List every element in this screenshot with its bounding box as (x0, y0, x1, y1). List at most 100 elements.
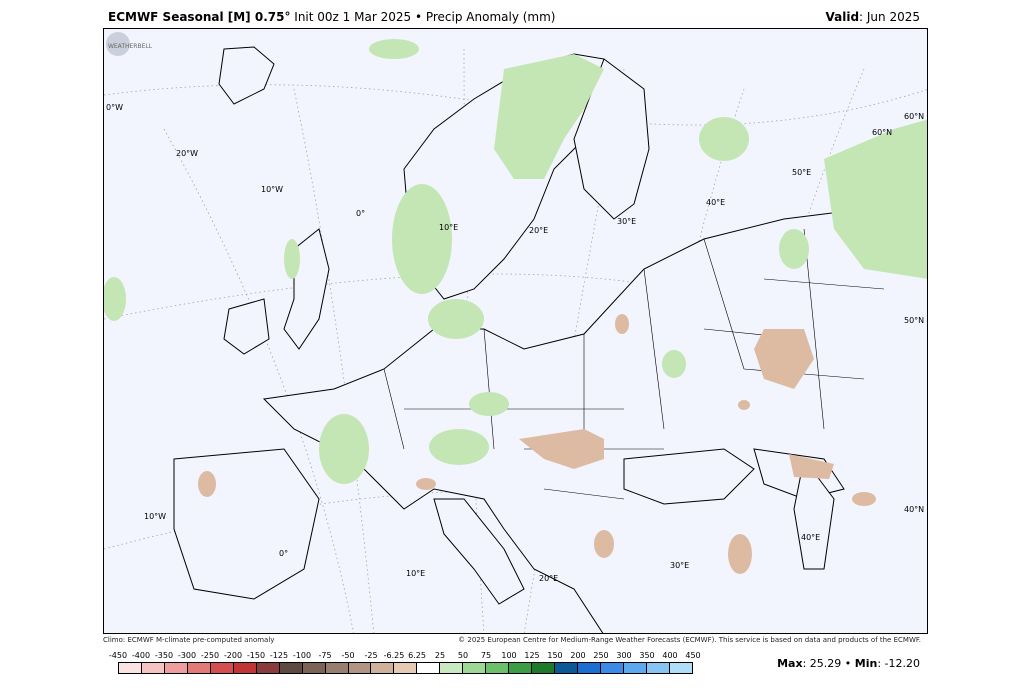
colorbar-swatch (440, 663, 464, 673)
colorbar-tick-label: -50 (341, 651, 355, 660)
colorbar-swatch (646, 663, 670, 673)
colorbar-swatch (509, 663, 533, 673)
colorbar-tick-label: -6.25 (383, 651, 405, 660)
colorbar-tick-label: 250 (593, 651, 609, 660)
colorbar-tick-label: 125 (524, 651, 540, 660)
label-lon-50e: 50°E (792, 168, 811, 177)
colorbar-tick-label: -25 (364, 651, 378, 660)
valid-value: : Jun 2025 (859, 10, 920, 24)
colorbar-swatch (141, 663, 165, 673)
colorbar-tick-label: 75 (480, 651, 492, 660)
label-lon-30e-b: 30°E (670, 561, 689, 570)
continental-europe (262, 208, 927, 633)
colorbar-tick-label: -450 (108, 651, 128, 660)
label-lon-10e: 10°E (439, 223, 458, 232)
colorbar-tick-label: -300 (177, 651, 197, 660)
colorbar-tick-label: 300 (616, 651, 632, 660)
colorbar-swatch (371, 663, 395, 673)
italy (433, 498, 525, 605)
colorbar-tick-label: 6.25 (408, 651, 426, 660)
colorbar-tick-label: 200 (570, 651, 586, 660)
colorbar-swatch (325, 663, 349, 673)
graticule-labels: 0°W 20°W 10°W 0° 10°E 20°E 30°E 40°E 50°… (106, 103, 924, 583)
country-borders (383, 228, 885, 500)
label-lat-60n-b: 60°N (904, 112, 924, 121)
max-min-stats: Max: 25.29 • Min: -12.20 (777, 657, 920, 670)
colorbar-swatch (601, 663, 624, 673)
colorbar-swatch (417, 663, 441, 673)
label-lon-10w-b: 10°W (144, 512, 166, 521)
colorbar-tick-label: 150 (547, 651, 563, 660)
logo-text: WEATHERBELL (108, 43, 153, 50)
colorbar-swatch (210, 663, 234, 673)
climo-credit: Climo: ECMWF M-climate pre-computed anom… (103, 636, 275, 644)
colorbar-tick-label: 50 (457, 651, 469, 660)
colorbar-swatch (486, 663, 510, 673)
colorbar-tick-label: 25 (434, 651, 446, 660)
colorbar-swatch (578, 663, 602, 673)
label-lon-40e-b: 40°E (801, 533, 820, 542)
dry-anomaly-areas (198, 314, 876, 574)
colorbar-tick-label: 450 (685, 651, 701, 660)
valid-label: Valid (825, 10, 860, 24)
colorbar-swatch (463, 663, 487, 673)
colorbar-swatch (256, 663, 280, 673)
label-lon-10e-b: 10°E (406, 569, 425, 578)
colorbar-tick-label: -350 (154, 651, 174, 660)
title-bullet: • (414, 10, 423, 24)
model-name: ECMWF Seasonal [M] 0.75 (108, 10, 285, 24)
label-lon-0-b: 0° (279, 549, 288, 558)
caspian-sea (793, 457, 835, 570)
map-title: ECMWF Seasonal [M] 0.75° Init 00z 1 Mar … (108, 10, 555, 24)
seas (623, 448, 835, 570)
max-value: : 25.29 (802, 657, 842, 670)
colorbar-swatch (669, 663, 692, 673)
colorbar (118, 662, 693, 674)
colorbar-swatch (164, 663, 188, 673)
label-lat-60n: 60°N (872, 128, 892, 137)
colorbar-swatch (555, 663, 579, 673)
max-label: Max (777, 657, 803, 670)
ireland (223, 298, 270, 355)
label-lon-20w: 20°W (176, 149, 198, 158)
colorbar-tick-label: -250 (200, 651, 220, 660)
degree-mark: ° (284, 10, 291, 24)
colorbar-swatch (532, 663, 556, 673)
stats-bullet: • (844, 657, 852, 670)
colorbar-tick-label: 350 (639, 651, 655, 660)
init-time: Init 00z 1 Mar 2025 (294, 10, 412, 24)
weatherbell-logo: WEATHERBELL (106, 32, 153, 56)
min-label: Min (854, 657, 878, 670)
min-value: : -12.20 (877, 657, 920, 670)
label-lon-30e: 30°E (617, 217, 636, 226)
colorbar-tick-label: 100 (501, 651, 517, 660)
colorbar-swatch (348, 663, 372, 673)
colorbar-swatch (394, 663, 418, 673)
ecmwf-credit: © 2025 European Centre for Medium-Range … (458, 636, 921, 644)
label-lon-20e: 20°E (529, 226, 548, 235)
colorbar-swatch (302, 663, 326, 673)
colorbar-tick-label: -150 (246, 651, 266, 660)
valid-time: Valid: Jun 2025 (825, 10, 920, 24)
finland (573, 58, 650, 220)
colorbar-tick-label: -125 (269, 651, 289, 660)
colorbar-swatch (279, 663, 303, 673)
wet-anomaly-areas (104, 39, 927, 484)
colorbar-tick-label: 400 (662, 651, 678, 660)
label-lon-40e: 40°E (706, 198, 725, 207)
iceland (218, 46, 275, 105)
colorbar-swatch (623, 663, 647, 673)
map-canvas: 0°W 20°W 10°W 0° 10°E 20°E 30°E 40°E 50°… (104, 39, 927, 633)
colorbar-tick-label: -75 (318, 651, 332, 660)
label-lat-50n: 50°N (904, 316, 924, 325)
label-lon-20e-b: 20°E (539, 574, 558, 583)
black-sea (623, 448, 755, 505)
field-name: Precip Anomaly (mm) (425, 10, 556, 24)
colorbar-tick-label: -400 (131, 651, 151, 660)
iberia (173, 448, 320, 600)
label-lon-0w: 0°W (106, 103, 123, 112)
label-lon-0: 0° (356, 209, 365, 218)
colorbar-swatch (119, 663, 142, 673)
precip-anomaly-map: 0°W 20°W 10°W 0° 10°E 20°E 30°E 40°E 50°… (103, 28, 928, 634)
label-lat-40n: 40°N (904, 505, 924, 514)
